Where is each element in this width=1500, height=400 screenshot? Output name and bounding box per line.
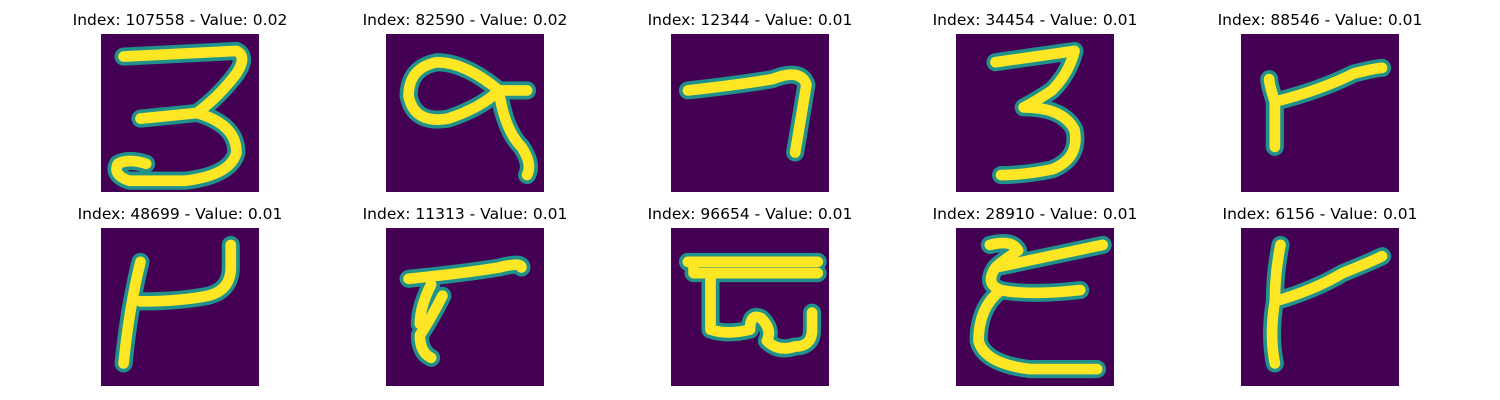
panel-title: Index: 28910 - Value: 0.01 — [932, 205, 1138, 223]
image-background — [1241, 34, 1399, 192]
panel-title: Index: 34454 - Value: 0.01 — [932, 11, 1138, 29]
sample-panel-9: Index: 28910 - Value: 0.01 — [925, 204, 1145, 386]
panel-title: Index: 12344 - Value: 0.01 — [647, 11, 853, 29]
panel-title: Index: 48699 - Value: 0.01 — [77, 205, 283, 223]
handwritten-glyph-image — [101, 228, 259, 386]
handwritten-glyph-image — [386, 34, 544, 192]
sample-panel-2: Index: 82590 - Value: 0.02 — [355, 10, 575, 192]
glyph-stroke — [973, 237, 1109, 375]
glyph-stroke — [682, 256, 824, 354]
glyph-stroke — [682, 69, 812, 158]
panel-title: Index: 6156 - Value: 0.01 — [1222, 205, 1418, 223]
handwritten-glyph-image — [386, 228, 544, 386]
panel-title: Index: 11313 - Value: 0.01 — [362, 205, 568, 223]
image-background — [386, 228, 544, 386]
sample-panel-1: Index: 107558 - Value: 0.02 — [70, 10, 290, 192]
handwritten-glyph-image — [1241, 34, 1399, 192]
handwritten-glyph-image — [671, 228, 829, 386]
glyph-stroke — [118, 239, 237, 369]
sample-panel-4: Index: 34454 - Value: 0.01 — [925, 10, 1145, 192]
sample-panel-6: Index: 48699 - Value: 0.01 — [70, 204, 290, 386]
sample-panel-5: Index: 88546 - Value: 0.01 — [1210, 10, 1430, 192]
handwritten-glyph-image — [956, 228, 1114, 386]
handwritten-glyph-image — [956, 34, 1114, 192]
panel-title: Index: 107558 - Value: 0.02 — [72, 11, 288, 29]
sample-panel-7: Index: 11313 - Value: 0.01 — [355, 204, 575, 386]
glyph-stroke — [990, 45, 1081, 181]
glyph-stroke — [403, 56, 535, 181]
handwritten-glyph-image — [101, 34, 259, 192]
handwritten-glyph-image — [1241, 228, 1399, 386]
glyph-stroke — [111, 45, 248, 187]
handwritten-glyph-image — [671, 34, 829, 192]
glyph-stroke — [1263, 62, 1388, 153]
sample-panel-10: Index: 6156 - Value: 0.01 — [1210, 204, 1430, 386]
glyph-stroke — [1266, 239, 1388, 369]
panel-title: Index: 88546 - Value: 0.01 — [1217, 11, 1423, 29]
sample-panel-8: Index: 96654 - Value: 0.01 — [640, 204, 860, 386]
panel-title: Index: 96654 - Value: 0.01 — [647, 205, 853, 223]
sample-panel-3: Index: 12344 - Value: 0.01 — [640, 10, 860, 192]
panel-title: Index: 82590 - Value: 0.02 — [362, 11, 568, 29]
glyph-stroke — [403, 259, 527, 364]
